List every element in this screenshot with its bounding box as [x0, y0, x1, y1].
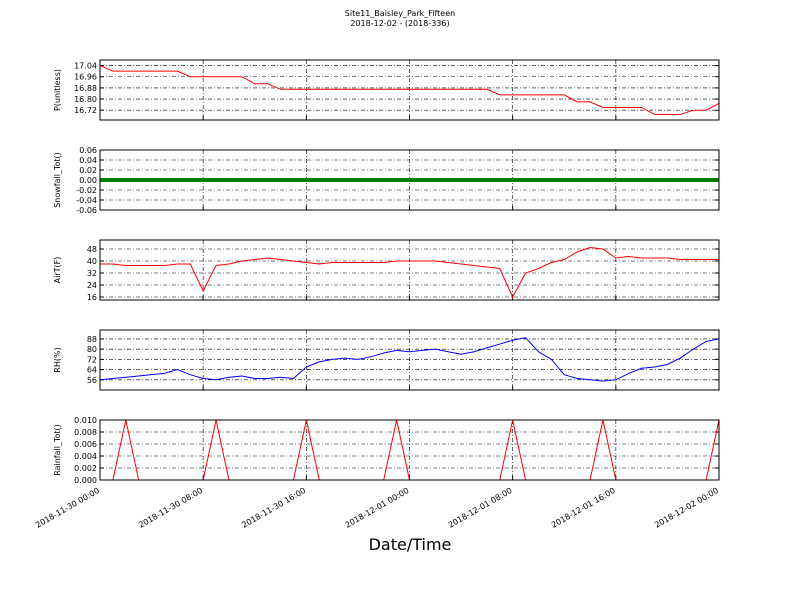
- y-tick-label: 64: [87, 366, 97, 375]
- plot-frame: [99, 419, 720, 481]
- y-tick-label: 16.88: [74, 84, 97, 93]
- plot-frame: [99, 149, 720, 211]
- y-axis-label: Snowfall_Tot(): [53, 152, 62, 208]
- y-tick-label: 17.04: [74, 62, 97, 71]
- y-tick-label: 16.96: [74, 73, 97, 82]
- y-tick-label: 0.010: [74, 416, 97, 425]
- data-line: [99, 337, 720, 382]
- y-tick-label: 72: [87, 355, 97, 364]
- y-tick-label: -0.04: [76, 196, 97, 205]
- y-tick-label: 0.002: [74, 464, 97, 473]
- x-tick-label: 2018-12-01 16:00: [550, 486, 617, 530]
- x-tick-label: 2018-11-30 16:00: [240, 486, 307, 530]
- y-tick-label: 16: [87, 293, 97, 302]
- y-tick-label: 0.02: [79, 166, 97, 175]
- y-tick-label: 56: [87, 376, 97, 385]
- data-line: [99, 65, 720, 115]
- y-tick-label: 80: [87, 345, 97, 354]
- y-tick-label: 16.72: [74, 106, 97, 115]
- y-tick-label: 0.06: [79, 146, 97, 155]
- plot-frame: [99, 59, 720, 121]
- plot-frame: [99, 329, 720, 391]
- y-axis-label: RH(%): [53, 347, 62, 372]
- x-tick-label: 2018-12-01 00:00: [344, 486, 411, 530]
- y-tick-label: 0.008: [74, 428, 97, 437]
- y-axis-label: P(unitless): [53, 69, 62, 111]
- y-tick-label: 0.00: [79, 176, 97, 185]
- x-tick-label: 2018-12-02 00:00: [653, 486, 720, 530]
- y-axis-label: Rainfall_Tot(): [53, 424, 62, 476]
- y-tick-label: 16.80: [74, 95, 97, 104]
- y-tick-label: 32: [87, 269, 97, 278]
- data-line: [100, 246, 719, 299]
- chart-title: Site11_Baisley_Park_Fifteen: [345, 9, 455, 18]
- y-tick-label: 48: [87, 245, 97, 254]
- x-tick-label: 2018-11-30 00:00: [34, 486, 101, 530]
- y-axis-label: AirT(F): [53, 257, 62, 284]
- y-tick-label: 88: [87, 335, 97, 344]
- y-tick-label: 0.006: [74, 440, 97, 449]
- y-tick-label: 40: [87, 257, 97, 266]
- plot-frame: [99, 239, 720, 301]
- x-tick-label: 2018-12-01 08:00: [447, 486, 514, 530]
- y-tick-label: 24: [87, 281, 97, 290]
- chart-subtitle: 2018-12-02 - (2018-336): [350, 19, 449, 28]
- y-tick-label: 0.000: [74, 476, 97, 485]
- x-axis-label: Date/Time: [369, 535, 452, 554]
- y-tick-label: 0.04: [79, 156, 97, 165]
- y-tick-label: -0.02: [76, 186, 97, 195]
- y-tick-label: 0.004: [74, 452, 97, 461]
- x-tick-label: 2018-11-30 08:00: [137, 486, 204, 530]
- y-tick-label: -0.06: [76, 206, 97, 215]
